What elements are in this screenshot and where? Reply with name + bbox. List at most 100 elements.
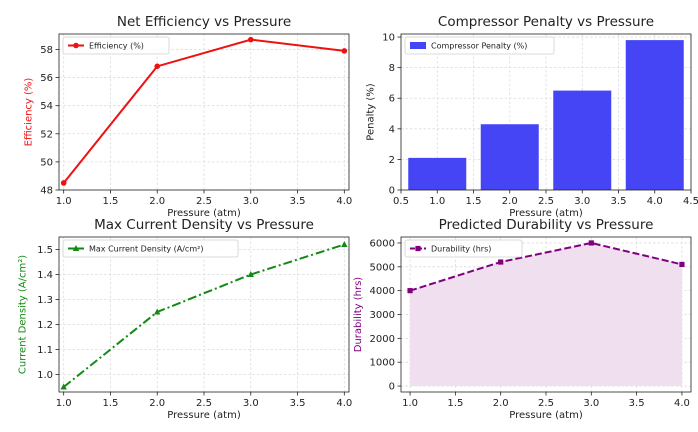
y-axis-label: Durability (hrs) <box>353 277 364 353</box>
x-tick-label: 3.0 <box>574 196 590 207</box>
x-tick-label: 2.5 <box>538 398 554 409</box>
legend-marker <box>72 245 80 251</box>
legend-box <box>404 36 555 55</box>
series-line <box>62 38 345 184</box>
x-tick-label: 1.5 <box>102 196 118 207</box>
legend-label: Efficiency (%) <box>89 42 144 51</box>
y-tick-label: 4 <box>389 124 395 135</box>
y-tick-label: 1.3 <box>37 295 53 306</box>
legend-label: Max Current Density (A/cm²) <box>89 245 203 254</box>
y-tick-label: 8 <box>389 63 395 74</box>
y-axis-label: Penalty (%) <box>366 83 377 140</box>
area-fill <box>410 242 682 387</box>
x-axis-label: Pressure (atm) <box>167 410 241 421</box>
x-tick-label: 4.5 <box>683 196 698 207</box>
x-tick-label: 2.5 <box>196 398 212 409</box>
bar <box>408 157 467 190</box>
y-tick-label: 4000 <box>370 286 395 297</box>
y-tick-label: 6 <box>389 94 395 105</box>
y-tick-label: 3000 <box>370 310 395 321</box>
legend-box <box>62 36 170 55</box>
grid <box>59 34 349 191</box>
chart-2: 0.5 1.0 1.5 2.0 2.5 3.0 3.5 4.0 4.5 0 2 4 6 8 10 Compre… <box>366 14 698 219</box>
data-point <box>498 259 504 265</box>
y-tick-label: 1.0 <box>37 370 53 381</box>
y-tick-label: 56 <box>40 73 53 84</box>
x-axis-label: Pressure (atm) <box>509 208 583 219</box>
legend-box <box>62 239 239 258</box>
legend: Compressor Penalty (%) <box>404 36 555 55</box>
legend-marker <box>73 42 79 49</box>
data-point <box>247 36 254 43</box>
bar <box>480 124 539 190</box>
x-tick-label: 3.0 <box>243 196 259 207</box>
x-tick-label: 3.0 <box>243 398 259 409</box>
data-point <box>679 261 685 268</box>
y-tick-label: 58 <box>40 45 53 56</box>
chart-4: 1.0 1.5 2.0 2.5 3.0 3.5 4.0 0 1000 2000 3000 4000 50… <box>353 217 692 421</box>
x-axis-label: Pressure (atm) <box>509 410 583 421</box>
data-point <box>247 271 254 277</box>
x-tick-label: 1.5 <box>447 398 463 409</box>
y-tick-label: 10 <box>382 33 395 44</box>
data-point <box>154 308 161 315</box>
x-tick-label: 2.5 <box>196 196 212 207</box>
x-tick-label: 2.0 <box>149 196 165 207</box>
x-tick-label: 1.5 <box>102 398 118 409</box>
y-tick-label: 1.2 <box>37 320 53 331</box>
x-tick-label: 3.5 <box>629 398 645 409</box>
x-axis-label: Pressure (atm) <box>167 208 241 219</box>
x-tick-label: 3.5 <box>611 196 627 207</box>
y-axis-label: Current Density (A/cm²) <box>17 255 28 374</box>
data-point <box>154 63 161 70</box>
chart-title: Net Efficiency vs Pressure <box>117 14 291 30</box>
y-tick-label: 50 <box>40 157 53 168</box>
chart-title: Max Current Density vs Pressure <box>94 217 314 233</box>
y-tick-label: 1000 <box>370 358 395 369</box>
y-tick-label: 54 <box>40 101 53 112</box>
y-tick-label: 0 <box>389 382 395 393</box>
x-tick-label: 1.0 <box>429 196 445 207</box>
legend-swatch <box>410 42 426 49</box>
data-point <box>588 240 594 246</box>
x-tick-label: 4.0 <box>336 196 352 207</box>
legend: Max Current Density (A/cm²) <box>62 239 239 258</box>
x-tick-label: 2.5 <box>538 196 554 207</box>
x-tick-label: 3.5 <box>290 196 306 207</box>
x-tick-label: 2.0 <box>493 398 509 409</box>
bar <box>625 40 684 190</box>
x-tick-label: 3.0 <box>583 398 599 409</box>
y-tick-label: 2000 <box>370 334 395 345</box>
y-tick-label: 52 <box>40 129 53 140</box>
y-tick-label: 1.1 <box>37 345 53 356</box>
x-tick-label: 1.0 <box>56 196 72 207</box>
chart-title: Predicted Durability vs Pressure <box>439 217 654 233</box>
legend-label: Compressor Penalty (%) <box>431 42 527 51</box>
x-tick-label: 2.0 <box>149 398 165 409</box>
x-tick-label: 1.5 <box>466 196 482 207</box>
x-tick-label: 4.0 <box>647 196 663 207</box>
legend: Durability (hrs) <box>404 239 523 258</box>
data-point <box>60 383 67 390</box>
x-tick-label: 1.0 <box>402 398 418 409</box>
x-tick-label: 0.5 <box>393 196 409 207</box>
data-point <box>341 241 348 247</box>
y-tick-label: 1.5 <box>37 245 53 256</box>
chart-1: 1.0 1.5 2.0 2.5 3.0 3.5 4.0 48 50 52 54 56 58 Net Eff… <box>24 14 353 219</box>
y-tick-label: 2 <box>389 155 395 166</box>
y-tick-label: 48 <box>40 186 53 197</box>
y-tick-label: 0 <box>389 186 395 197</box>
y-tick-label: 6000 <box>370 238 395 249</box>
x-tick-label: 4.0 <box>674 398 690 409</box>
x-tick-label: 2.0 <box>502 196 518 207</box>
data-point <box>407 288 413 294</box>
legend: Efficiency (%) <box>62 36 170 55</box>
y-tick-label: 5000 <box>370 262 395 273</box>
series-line <box>63 243 345 388</box>
data-point <box>60 180 67 186</box>
legend-marker <box>415 245 421 252</box>
data-point <box>341 48 348 54</box>
x-tick-label: 4.0 <box>336 398 352 409</box>
bar <box>553 90 612 190</box>
